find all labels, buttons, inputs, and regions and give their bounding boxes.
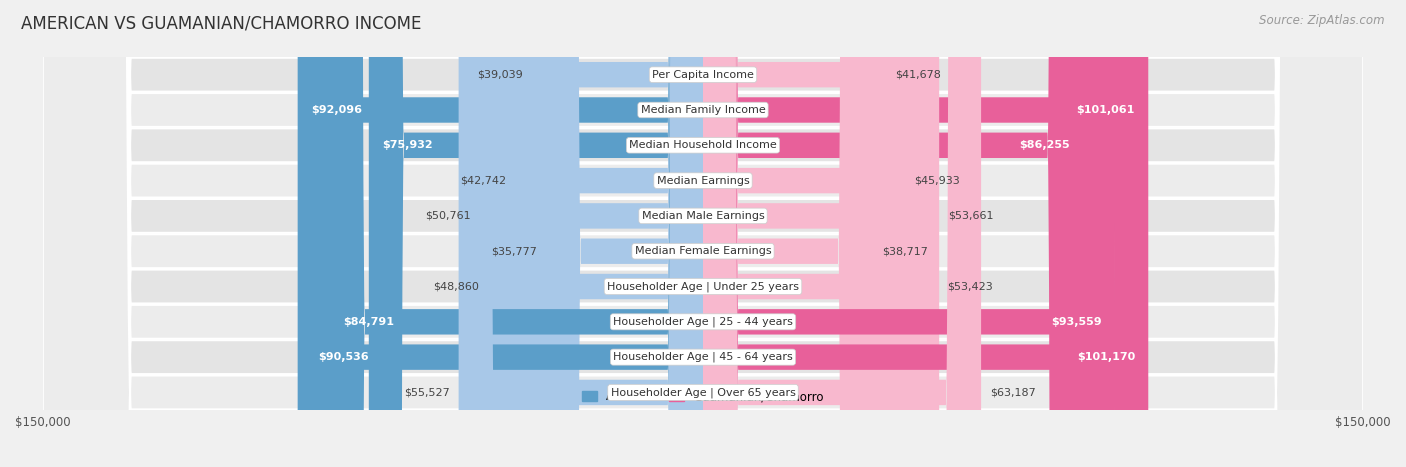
FancyBboxPatch shape [42,0,1364,467]
Text: $86,255: $86,255 [1019,140,1070,150]
FancyBboxPatch shape [330,0,703,467]
Text: Median Household Income: Median Household Income [628,140,778,150]
FancyBboxPatch shape [42,0,1364,467]
Text: Householder Age | 45 - 64 years: Householder Age | 45 - 64 years [613,352,793,362]
FancyBboxPatch shape [703,0,1115,467]
FancyBboxPatch shape [298,0,703,467]
FancyBboxPatch shape [42,0,1364,467]
Text: AMERICAN VS GUAMANIAN/CHAMORRO INCOME: AMERICAN VS GUAMANIAN/CHAMORRO INCOME [21,14,422,32]
Text: Median Male Earnings: Median Male Earnings [641,211,765,221]
FancyBboxPatch shape [42,0,1364,467]
Text: $55,527: $55,527 [404,388,450,397]
FancyBboxPatch shape [703,0,1147,467]
Text: $90,536: $90,536 [318,352,368,362]
Text: $84,791: $84,791 [343,317,394,327]
Legend: American, Guamanian/Chamorro: American, Guamanian/Chamorro [578,385,828,408]
Text: $53,661: $53,661 [948,211,994,221]
FancyBboxPatch shape [703,0,886,467]
FancyBboxPatch shape [42,0,1364,467]
Text: $35,777: $35,777 [491,246,537,256]
FancyBboxPatch shape [488,0,703,467]
FancyBboxPatch shape [703,0,981,467]
Text: Per Capita Income: Per Capita Income [652,70,754,80]
FancyBboxPatch shape [368,0,703,467]
FancyBboxPatch shape [479,0,703,467]
Text: $42,742: $42,742 [460,176,506,185]
Text: $45,933: $45,933 [914,176,960,185]
Text: Householder Age | Under 25 years: Householder Age | Under 25 years [607,281,799,292]
Text: $39,039: $39,039 [477,70,523,80]
FancyBboxPatch shape [703,0,1083,467]
FancyBboxPatch shape [42,0,1364,467]
Text: Householder Age | Over 65 years: Householder Age | Over 65 years [610,387,796,398]
FancyBboxPatch shape [42,0,1364,467]
Text: $38,717: $38,717 [882,246,928,256]
FancyBboxPatch shape [305,0,703,467]
FancyBboxPatch shape [546,0,703,467]
FancyBboxPatch shape [458,0,703,467]
FancyBboxPatch shape [703,0,1149,467]
Text: $101,061: $101,061 [1076,105,1135,115]
Text: Source: ZipAtlas.com: Source: ZipAtlas.com [1260,14,1385,27]
FancyBboxPatch shape [42,0,1364,467]
Text: $101,170: $101,170 [1077,352,1135,362]
FancyBboxPatch shape [703,0,938,467]
Text: $63,187: $63,187 [990,388,1036,397]
FancyBboxPatch shape [42,0,1364,467]
Text: $92,096: $92,096 [311,105,361,115]
Text: Median Female Earnings: Median Female Earnings [634,246,772,256]
FancyBboxPatch shape [42,0,1364,467]
Text: Median Family Income: Median Family Income [641,105,765,115]
Text: $41,678: $41,678 [896,70,941,80]
Text: $93,559: $93,559 [1050,317,1101,327]
Text: Householder Age | 25 - 44 years: Householder Age | 25 - 44 years [613,317,793,327]
Text: $50,761: $50,761 [425,211,471,221]
Text: $48,860: $48,860 [433,282,479,291]
Text: $75,932: $75,932 [382,140,433,150]
FancyBboxPatch shape [515,0,703,467]
FancyBboxPatch shape [531,0,703,467]
FancyBboxPatch shape [703,0,905,467]
FancyBboxPatch shape [703,0,873,467]
FancyBboxPatch shape [703,0,939,467]
Text: Median Earnings: Median Earnings [657,176,749,185]
Text: $53,423: $53,423 [946,282,993,291]
